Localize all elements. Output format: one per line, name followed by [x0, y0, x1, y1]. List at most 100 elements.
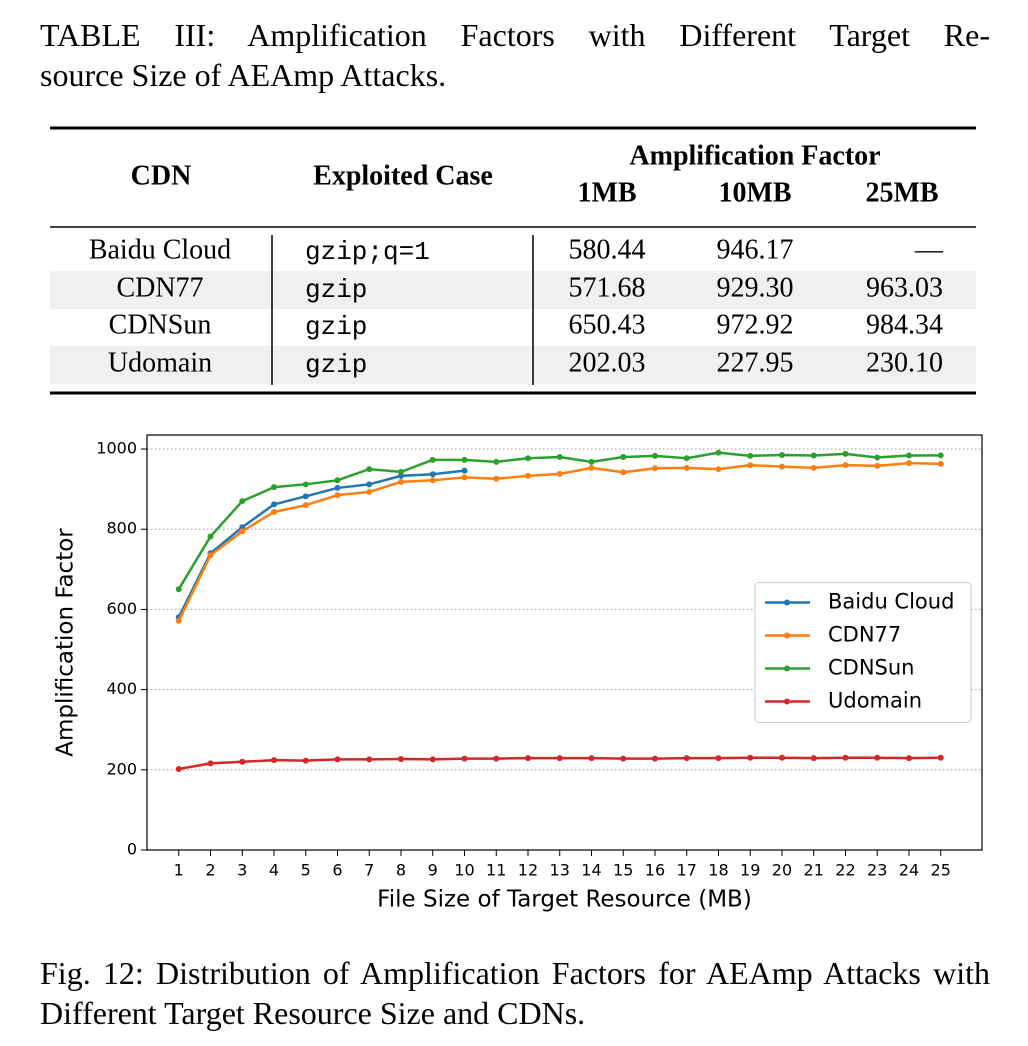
series-line — [177, 469, 465, 618]
point — [556, 470, 563, 477]
cell: Udomain — [108, 347, 212, 378]
point — [588, 458, 595, 465]
x-tick-label: 9 — [428, 861, 438, 880]
cell: CDNSun — [109, 309, 212, 340]
legend-marker — [784, 599, 790, 606]
cell: gzip — [305, 350, 367, 380]
point — [683, 464, 690, 471]
point — [874, 754, 881, 761]
x-tick-label: 6 — [332, 861, 342, 880]
x-tick-label: 13 — [550, 861, 570, 880]
x-tick-label: 25 — [931, 861, 951, 880]
point — [810, 452, 817, 459]
cell: 580.44 — [569, 234, 646, 265]
x-tick-label: 23 — [867, 861, 887, 880]
x-tick-label: 10 — [454, 861, 474, 880]
point — [175, 765, 182, 772]
point — [683, 755, 690, 762]
point — [270, 484, 277, 491]
x-tick-label: 2 — [205, 861, 215, 880]
point — [747, 452, 754, 459]
y-tick-label: 800 — [106, 519, 137, 538]
row-shade — [50, 346, 976, 384]
table-caption: TABLE III: Amplification Factors with Di… — [40, 17, 990, 53]
point — [651, 465, 658, 472]
point — [397, 755, 404, 762]
point — [207, 760, 214, 767]
x-tick-label: 19 — [740, 861, 760, 880]
x-tick-label: 14 — [581, 861, 601, 880]
point — [747, 754, 754, 761]
point — [334, 484, 341, 491]
point — [334, 756, 341, 763]
cell: 946.17 — [717, 234, 794, 265]
point — [747, 462, 754, 469]
point — [556, 454, 563, 461]
y-tick-label: 600 — [106, 599, 137, 618]
y-tick-label: 0 — [127, 840, 137, 859]
point — [842, 450, 849, 457]
point — [302, 481, 309, 488]
point — [334, 477, 341, 484]
point — [778, 463, 785, 470]
cell: — — [914, 234, 944, 265]
cell: gzip;q=1 — [305, 237, 430, 267]
point — [175, 617, 182, 624]
point — [461, 456, 468, 463]
cell: Baidu Cloud — [89, 234, 231, 265]
point — [461, 474, 468, 481]
x-tick-label: 4 — [269, 861, 279, 880]
x-tick-label: 24 — [899, 861, 919, 880]
header-cell: 1MB — [577, 177, 636, 208]
point — [937, 452, 944, 459]
table-caption: source Size of AEAmp Attacks. — [40, 57, 447, 93]
cell: 963.03 — [866, 272, 943, 303]
plot-frame — [146, 434, 983, 851]
point — [429, 456, 436, 463]
legend-marker — [784, 698, 790, 705]
header-cell: CDN — [131, 160, 192, 191]
point — [651, 452, 658, 459]
point — [397, 468, 404, 475]
y-axis-label: Amplification Factor — [53, 528, 79, 757]
legend-label: Baidu Cloud — [828, 590, 954, 614]
point — [366, 466, 373, 473]
cell: 972.92 — [717, 309, 794, 340]
point — [397, 478, 404, 485]
figure-caption: Fig. 12: Distribution of Amplification F… — [40, 955, 990, 1031]
point — [493, 755, 500, 762]
point — [683, 455, 690, 462]
point — [620, 755, 627, 762]
point — [239, 528, 246, 535]
point — [937, 460, 944, 467]
x-tick-label: 21 — [804, 861, 824, 880]
point — [207, 552, 214, 559]
point — [905, 460, 912, 467]
cell: 227.95 — [717, 347, 794, 378]
point — [429, 471, 436, 478]
point — [874, 454, 881, 461]
point — [588, 464, 595, 471]
cell: 571.68 — [569, 272, 646, 303]
y-tick-label: 200 — [106, 759, 137, 778]
point — [905, 452, 912, 459]
point — [715, 449, 722, 456]
point — [778, 754, 785, 761]
point — [524, 755, 531, 762]
x-tick-label: 3 — [237, 861, 247, 880]
cell: 984.34 — [866, 309, 943, 340]
point — [239, 498, 246, 505]
point — [715, 755, 722, 762]
point — [302, 502, 309, 509]
x-axis-label: File Size of Target Resource (MB) — [377, 887, 752, 913]
x-tick-label: 18 — [708, 861, 728, 880]
legend-marker — [784, 632, 790, 639]
header-cell: 25MB — [865, 177, 938, 208]
x-tick-label: 16 — [645, 861, 665, 880]
point — [778, 452, 785, 459]
point — [270, 508, 277, 515]
point — [842, 754, 849, 761]
cell: gzip — [305, 275, 367, 305]
point — [493, 475, 500, 482]
